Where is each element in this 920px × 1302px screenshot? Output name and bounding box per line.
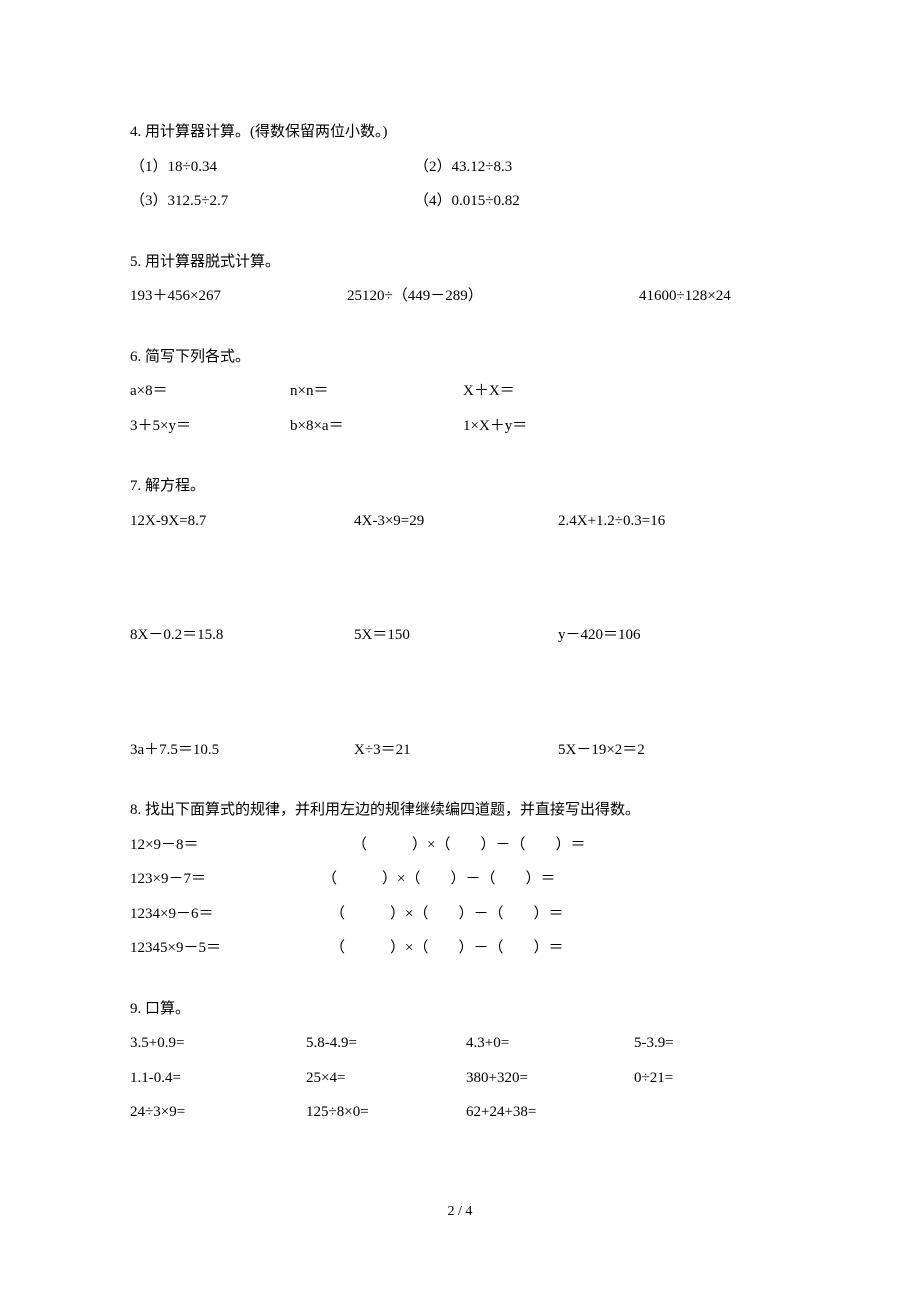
q6-r2c2: b×8×a＝	[290, 409, 463, 444]
question-7: 7. 解方程。 12X-9X=8.7 4X-3×9=29 2.4X+1.2÷0.…	[130, 469, 790, 767]
q7-title: 7. 解方程。	[130, 469, 790, 504]
q8-left-4: 12345×9－5＝	[130, 931, 330, 966]
q7-r3c2: X÷3＝21	[354, 733, 558, 768]
question-8: 8. 找出下面算式的规律，并利用左边的规律继续编四道题，并直接写出得数。 12×…	[130, 793, 790, 966]
q7-r3c3: 5X－19×2＝2	[558, 733, 790, 768]
q9-r1c3: 4.3+0=	[466, 1026, 634, 1061]
q9-row-3: 24÷3×9= 125÷8×0= 62+24+38=	[130, 1095, 790, 1130]
q6-title: 6. 简写下列各式。	[130, 340, 790, 375]
q5-row: 193＋456×267 25120÷（449－289） 41600÷128×24	[130, 279, 790, 314]
q4-item-2: （2）43.12÷8.3	[414, 150, 790, 185]
q9-r2c1: 1.1-0.4=	[130, 1061, 306, 1096]
q7-r1c3: 2.4X+1.2÷0.3=16	[558, 504, 790, 539]
q9-r3c4	[634, 1095, 790, 1130]
question-4: 4. 用计算器计算。(得数保留两位小数。) （1）18÷0.34 （2）43.1…	[130, 115, 790, 219]
q9-row-2: 1.1-0.4= 25×4= 380+320= 0÷21=	[130, 1061, 790, 1096]
q8-row-3: 1234×9－6＝（ ）×（ ）－（ ）＝	[130, 897, 790, 932]
q8-right-2: （ ）×（ ）－（ ）＝	[322, 862, 555, 897]
q7-row-1: 12X-9X=8.7 4X-3×9=29 2.4X+1.2÷0.3=16	[130, 504, 790, 539]
question-5: 5. 用计算器脱式计算。 193＋456×267 25120÷（449－289）…	[130, 245, 790, 314]
q6-r1c3: X＋X＝	[463, 374, 790, 409]
q6-r2c1: 3＋5×y＝	[130, 409, 290, 444]
q9-row-1: 3.5+0.9= 5.8-4.9= 4.3+0= 5-3.9=	[130, 1026, 790, 1061]
q9-r1c2: 5.8-4.9=	[306, 1026, 466, 1061]
q9-r1c1: 3.5+0.9=	[130, 1026, 306, 1061]
q9-r3c3: 62+24+38=	[466, 1095, 634, 1130]
q4-row-2: （3）312.5÷2.7 （4）0.015÷0.82	[130, 184, 790, 219]
q5-item-2: 25120÷（449－289）	[347, 279, 639, 314]
q8-left-1: 12×9－8＝	[130, 828, 352, 863]
q5-item-1: 193＋456×267	[130, 279, 347, 314]
q6-row-1: a×8＝ n×n＝ X＋X＝	[130, 374, 790, 409]
q6-r1c1: a×8＝	[130, 374, 290, 409]
q9-r3c1: 24÷3×9=	[130, 1095, 306, 1130]
question-6: 6. 简写下列各式。 a×8＝ n×n＝ X＋X＝ 3＋5×y＝ b×8×a＝ …	[130, 340, 790, 444]
q8-right-3: （ ）×（ ）－（ ）＝	[330, 897, 563, 932]
q4-item-4: （4）0.015÷0.82	[414, 184, 790, 219]
q7-row-2: 8X－0.2＝15.8 5X＝150 y－420＝106	[130, 618, 790, 653]
q8-row-2: 123×9－7＝（ ）×（ ）－（ ）＝	[130, 862, 790, 897]
q9-r3c2: 125÷8×0=	[306, 1095, 466, 1130]
q7-row-3: 3a＋7.5＝10.5 X÷3＝21 5X－19×2＝2	[130, 733, 790, 768]
q7-r3c1: 3a＋7.5＝10.5	[130, 733, 354, 768]
page-number: 2 / 4	[0, 1204, 920, 1220]
q9-r1c4: 5-3.9=	[634, 1026, 790, 1061]
q8-row-1: 12×9－8＝（ ）×（ ）－（ ）＝	[130, 828, 790, 863]
q6-r1c2: n×n＝	[290, 374, 463, 409]
q9-r2c4: 0÷21=	[634, 1061, 790, 1096]
q7-r1c2: 4X-3×9=29	[354, 504, 558, 539]
q5-title: 5. 用计算器脱式计算。	[130, 245, 790, 280]
q8-left-2: 123×9－7＝	[130, 862, 322, 897]
q9-r2c3: 380+320=	[466, 1061, 634, 1096]
q4-row-1: （1）18÷0.34 （2）43.12÷8.3	[130, 150, 790, 185]
q7-r2c3: y－420＝106	[558, 618, 790, 653]
q4-title: 4. 用计算器计算。(得数保留两位小数。)	[130, 115, 790, 150]
q9-r2c2: 25×4=	[306, 1061, 466, 1096]
q7-r2c2: 5X＝150	[354, 618, 558, 653]
q8-right-1: （ ）×（ ）－（ ）＝	[352, 828, 585, 863]
q6-row-2: 3＋5×y＝ b×8×a＝ 1×X＋y＝	[130, 409, 790, 444]
q7-r1c1: 12X-9X=8.7	[130, 504, 354, 539]
q4-item-1: （1）18÷0.34	[130, 150, 414, 185]
question-9: 9. 口算。 3.5+0.9= 5.8-4.9= 4.3+0= 5-3.9= 1…	[130, 992, 790, 1130]
q8-left-3: 1234×9－6＝	[130, 897, 330, 932]
q7-r2c1: 8X－0.2＝15.8	[130, 618, 354, 653]
q6-r2c3: 1×X＋y＝	[463, 409, 790, 444]
q5-item-3: 41600÷128×24	[639, 279, 790, 314]
q9-title: 9. 口算。	[130, 992, 790, 1027]
q4-item-3: （3）312.5÷2.7	[130, 184, 414, 219]
q8-right-4: （ ）×（ ）－（ ）＝	[330, 931, 563, 966]
q8-row-4: 12345×9－5＝（ ）×（ ）－（ ）＝	[130, 931, 790, 966]
q8-title: 8. 找出下面算式的规律，并利用左边的规律继续编四道题，并直接写出得数。	[130, 793, 790, 828]
